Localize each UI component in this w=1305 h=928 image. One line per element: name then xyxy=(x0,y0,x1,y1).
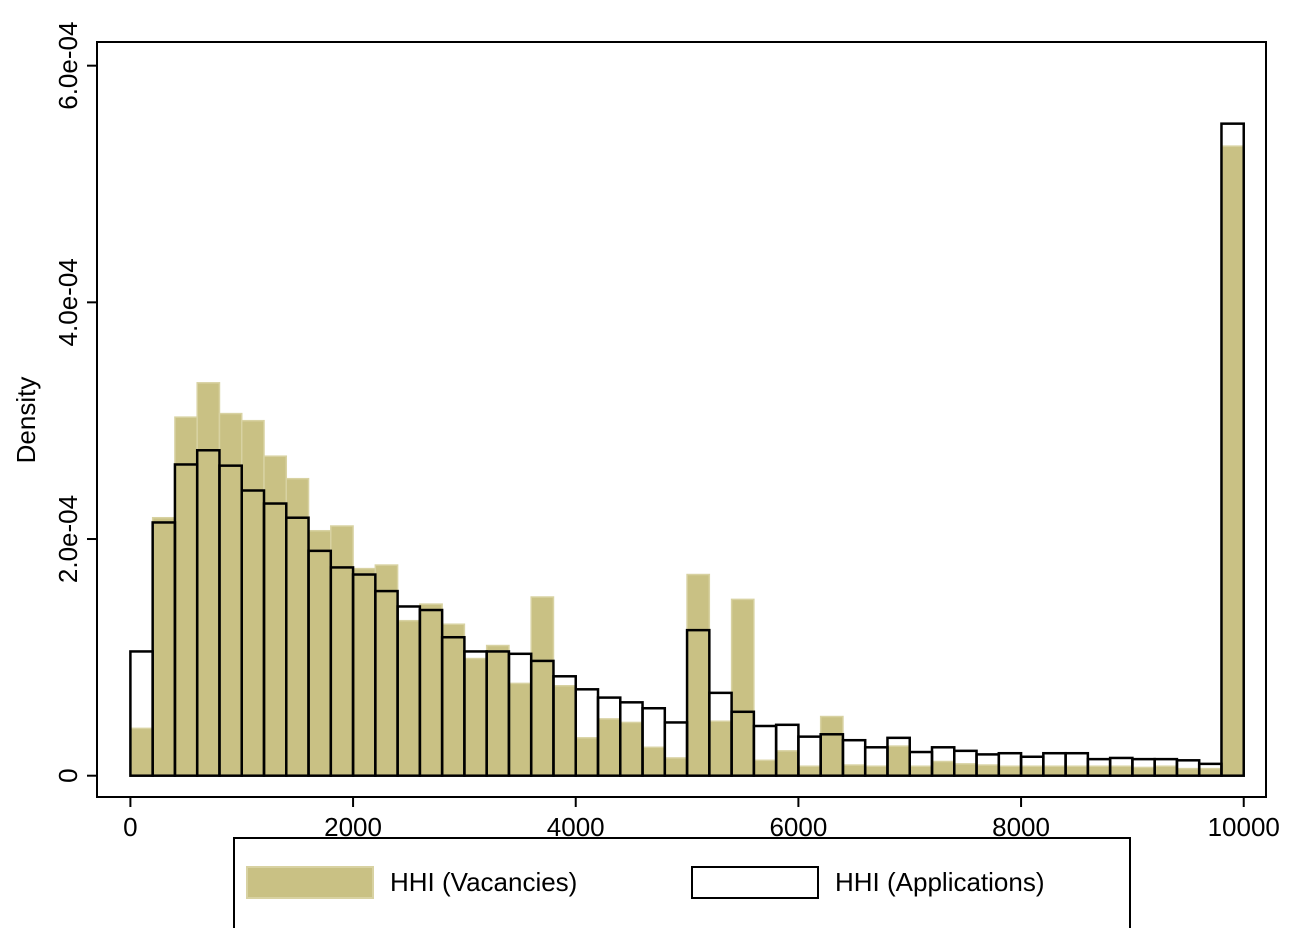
histogram-bar xyxy=(1220,145,1245,777)
histogram-bar xyxy=(1153,765,1178,777)
histogram-bar xyxy=(485,644,510,777)
histogram-bar xyxy=(1109,765,1134,777)
histogram-bar xyxy=(619,721,644,777)
histogram-bar xyxy=(285,477,310,777)
legend-box xyxy=(233,837,1131,928)
histogram-bar xyxy=(196,382,221,777)
histogram-bar xyxy=(552,685,577,777)
histogram-bar xyxy=(129,727,154,777)
legend-label: HHI (Vacancies) xyxy=(390,867,577,897)
y-axis-title: Density xyxy=(11,377,41,464)
x-tick-label: 8000 xyxy=(992,812,1050,842)
plot-frame xyxy=(96,41,1267,798)
y-tick-label: 6.0e-04 xyxy=(53,22,83,110)
histogram-bar xyxy=(1064,765,1089,777)
histogram-bar xyxy=(151,516,176,777)
histogram-bar xyxy=(730,598,755,777)
histogram-bar xyxy=(240,419,265,777)
histogram-bar xyxy=(374,564,399,777)
histogram-bar xyxy=(597,718,622,777)
histogram-bar xyxy=(1020,765,1045,777)
histogram-bar xyxy=(441,623,466,777)
histogram-bar xyxy=(463,657,488,777)
histogram-bar xyxy=(686,573,711,777)
y-tick-label: 2.0e-04 xyxy=(53,495,83,583)
x-tick-label: 2000 xyxy=(324,812,382,842)
histogram-bar xyxy=(641,746,666,777)
histogram-bar xyxy=(419,603,443,777)
histogram-bar xyxy=(842,764,866,777)
histogram-bar xyxy=(307,529,332,777)
histogram-bar xyxy=(708,720,733,777)
histogram-bar xyxy=(574,737,599,777)
histogram-bar xyxy=(864,765,889,777)
histogram-bar xyxy=(886,745,911,777)
legend-swatch xyxy=(691,866,819,899)
histogram-bar xyxy=(396,619,421,777)
x-tick-label: 4000 xyxy=(547,812,605,842)
histogram-bar xyxy=(908,765,933,777)
histogram-bar xyxy=(330,525,354,777)
histogram-bar xyxy=(530,596,555,777)
legend-label: HHI (Applications) xyxy=(835,867,1045,897)
histogram-bar xyxy=(1087,765,1111,777)
histogram-bar xyxy=(931,760,956,777)
histogram-bar xyxy=(819,715,844,777)
histogram-bar xyxy=(975,764,1000,777)
x-tick-label: 0 xyxy=(123,812,137,842)
histogram-bar xyxy=(508,682,532,777)
histogram-bar xyxy=(352,567,377,777)
legend-swatch xyxy=(246,866,374,899)
histogram-bar xyxy=(797,765,822,777)
y-tick-label: 0 xyxy=(53,768,83,782)
histogram-bar xyxy=(998,765,1022,777)
histogram-bar xyxy=(775,750,800,777)
x-tick-label: 6000 xyxy=(769,812,827,842)
histogram-bar xyxy=(1220,122,1245,777)
y-tick-label: 4.0e-04 xyxy=(53,258,83,346)
histogram-bar xyxy=(664,757,688,777)
histogram-bar xyxy=(753,759,777,777)
histogram-bar xyxy=(1042,765,1067,777)
histogram-bar xyxy=(218,412,243,777)
x-tick-label: 10000 xyxy=(1208,812,1280,842)
histogram-bar xyxy=(174,416,198,777)
histogram-bar xyxy=(953,763,978,777)
